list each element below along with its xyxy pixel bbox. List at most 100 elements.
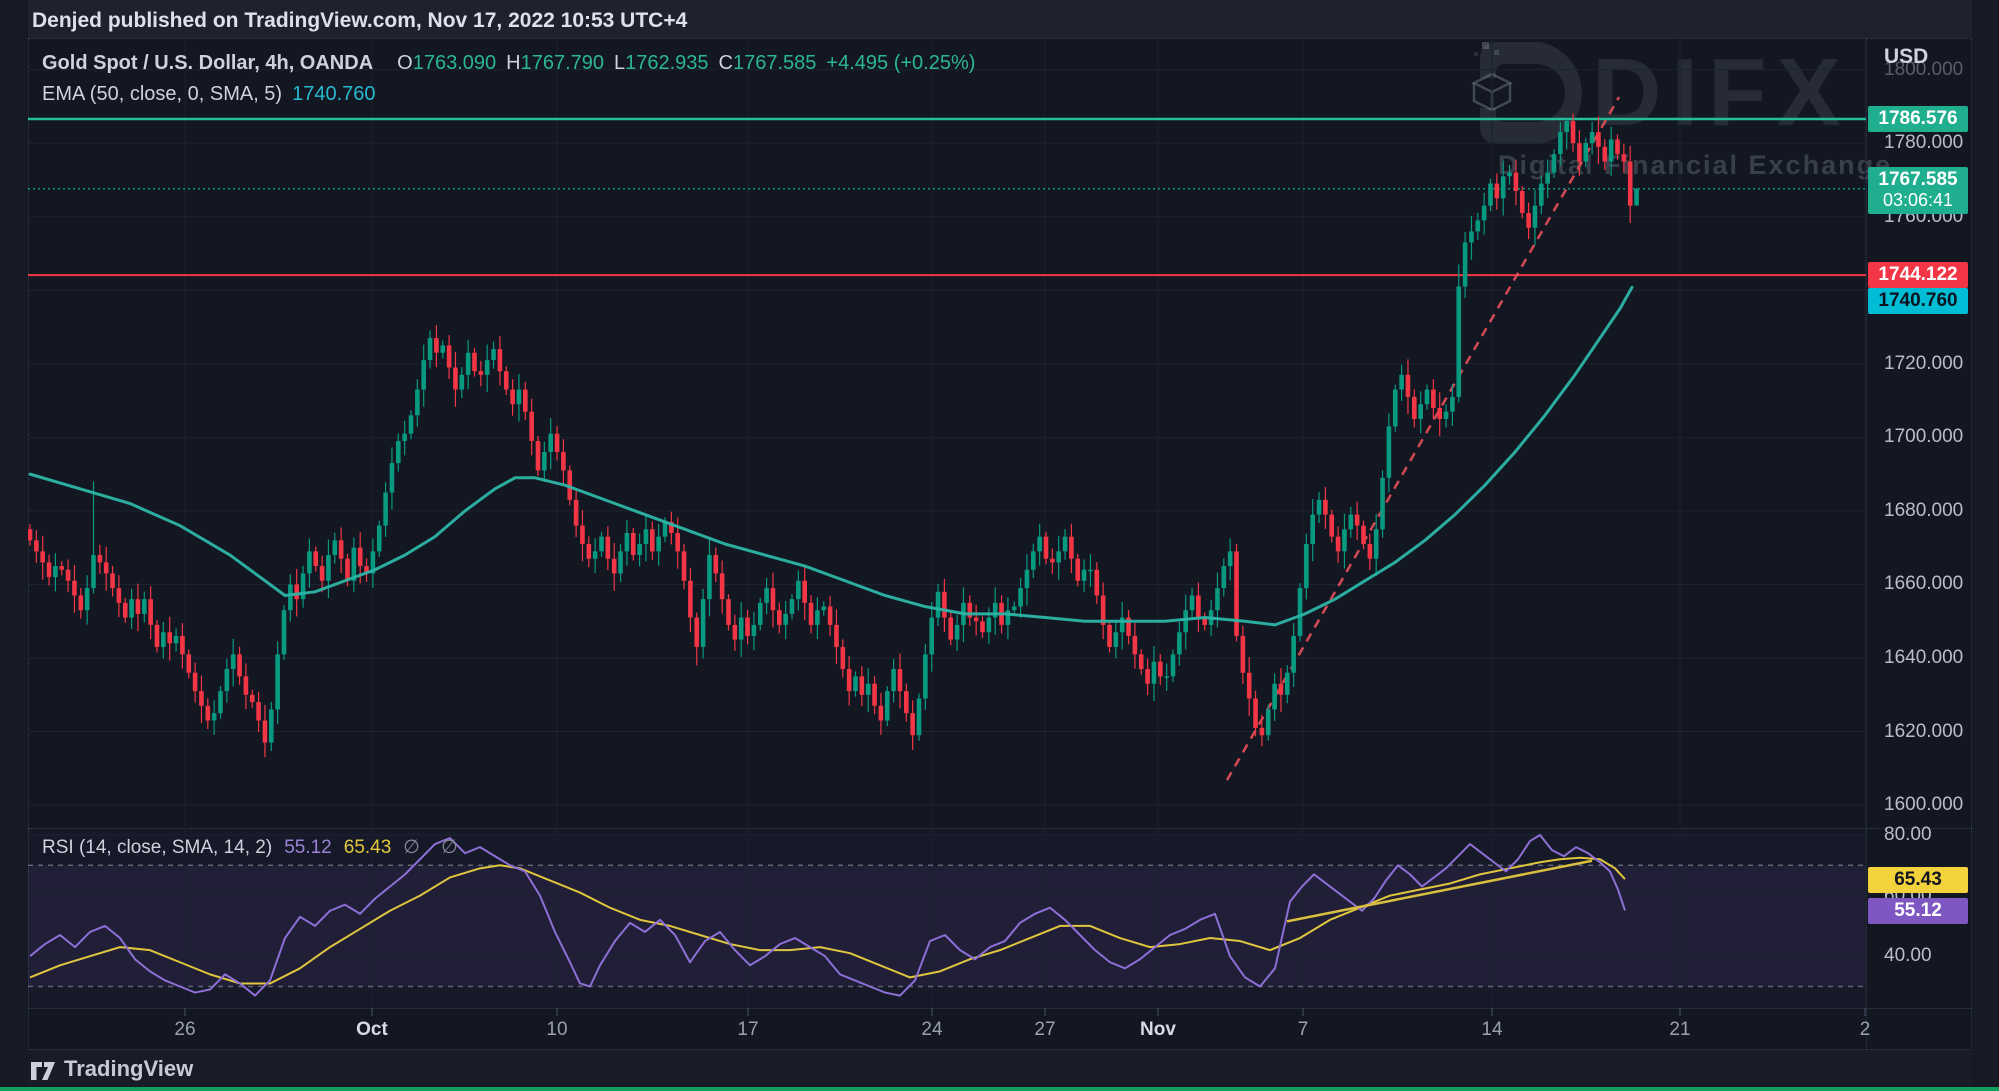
price-tick-1660.000: 1660.000 [1884, 573, 1964, 595]
candle-body [1373, 529, 1379, 559]
candle-body [1583, 143, 1589, 162]
candle-body [173, 635, 179, 644]
chart-widget[interactable] [28, 38, 1972, 1050]
candle-body [103, 562, 109, 574]
time-label-7: 7 [1297, 1019, 1309, 1040]
candle-body [459, 374, 465, 390]
candle-body [1386, 426, 1392, 478]
candle-body [249, 694, 255, 703]
rsi-ma-value: 65.43 [343, 837, 392, 858]
candle-body [1361, 525, 1366, 544]
candle-body [161, 632, 166, 647]
candle-body [1507, 172, 1512, 177]
rsi-empty-values: ∅ ∅ [403, 837, 466, 858]
candle-body [1577, 143, 1582, 162]
candle-body [618, 551, 623, 574]
candle-body [1348, 514, 1354, 530]
rsi-ma-line [29, 856, 1626, 985]
candle-body [1608, 139, 1614, 162]
time-label-17: 17 [737, 1019, 759, 1040]
candle-body [230, 654, 236, 670]
time-label-21: 21 [1669, 1019, 1691, 1040]
symbol-name[interactable]: Gold Spot / U.S. Dollar, 4h, OANDA [42, 52, 374, 74]
candle-body [1310, 514, 1315, 544]
candle-body [561, 452, 566, 471]
candle-body [713, 555, 719, 574]
candle-body [65, 569, 71, 581]
candle-body [1405, 374, 1411, 397]
time-label-2: 2 [1859, 1019, 1871, 1040]
candle-body [326, 555, 331, 581]
candle-body [224, 669, 230, 692]
candle-body [1323, 499, 1328, 515]
low-value: 1762.935 [625, 52, 709, 74]
candle-body [827, 606, 833, 625]
candle-body [237, 654, 242, 677]
candle-body [884, 691, 890, 721]
candle-body [1221, 566, 1227, 589]
candle-body [669, 521, 674, 533]
symbol-legend[interactable]: Gold Spot / U.S. Dollar, 4h, OANDA O1763.… [42, 52, 975, 75]
candle-body [872, 683, 877, 706]
candle-body [1469, 231, 1474, 243]
pane-separator-rsi-time [28, 1008, 1972, 1009]
candle-body [402, 433, 407, 442]
candle-body [1500, 176, 1506, 199]
candle-body [199, 691, 204, 706]
candle-body [1424, 389, 1430, 405]
time-label-Oct: Oct [356, 1019, 388, 1040]
candle-body [1215, 588, 1220, 611]
candle-body [307, 551, 312, 574]
attribution-bar: Denjed published on TradingView.com, Nov… [28, 0, 1972, 38]
candle-body [878, 705, 884, 721]
candle-body [1081, 569, 1087, 581]
open-value: 1763.090 [412, 52, 497, 74]
candle-body [700, 599, 706, 647]
candle-body [643, 529, 649, 544]
candle-body [34, 540, 39, 552]
candle-body [630, 532, 636, 556]
rsi-tick-40.00: 40.00 [1884, 945, 1932, 967]
high-value: 1767.790 [520, 52, 604, 74]
ema-label[interactable]: EMA (50, close, 0, SMA, 5) [42, 83, 283, 105]
candle-body [1335, 536, 1341, 552]
candle-body [205, 705, 211, 721]
candle-body [1100, 595, 1106, 625]
ema-legend[interactable]: EMA (50, close, 0, SMA, 5) 1740.760 [42, 83, 376, 106]
candle-body [1170, 654, 1176, 677]
price-tick-1700.000: 1700.000 [1884, 426, 1964, 448]
rsi-label[interactable]: RSI (14, close, SMA, 14, 2) [42, 837, 273, 858]
candle-body [97, 555, 103, 563]
candle-body [980, 621, 985, 633]
tradingview-brand[interactable]: TradingView [30, 1056, 193, 1082]
candle-body [929, 617, 934, 655]
candle-body [218, 691, 223, 714]
rsi-legend[interactable]: RSI (14, close, SMA, 14, 2) 55.12 65.43 ∅ ∅ [42, 836, 466, 859]
candle-body [542, 452, 547, 471]
candle-body [973, 617, 979, 622]
candle-body [821, 606, 827, 611]
candle-body [592, 551, 598, 559]
price-badge-1786.576: 1786.576 [1868, 105, 1968, 132]
price-badge-1767.585: 1767.585 03:06:41 [1868, 166, 1968, 214]
time-label-27: 27 [1034, 1019, 1056, 1040]
candle-body [573, 499, 579, 526]
tradingview-brand-text: TradingView [64, 1056, 194, 1081]
pane-separator-main-rsi[interactable] [28, 828, 1972, 829]
candle-body [662, 521, 668, 537]
candle-body [1246, 672, 1252, 699]
bottom-green-strip [0, 1087, 1999, 1091]
candle-body [1304, 543, 1309, 589]
candle-body [1558, 132, 1563, 155]
candle-body [122, 602, 128, 618]
price-axis-separator [1866, 38, 1867, 1050]
candle-body [351, 547, 357, 581]
candle-body [1227, 551, 1233, 567]
candle-body [53, 566, 58, 578]
price-axis-currency[interactable]: USD [1884, 45, 1929, 68]
candle-body [91, 555, 96, 589]
candle-body [510, 389, 515, 405]
candle-body [1183, 610, 1188, 633]
